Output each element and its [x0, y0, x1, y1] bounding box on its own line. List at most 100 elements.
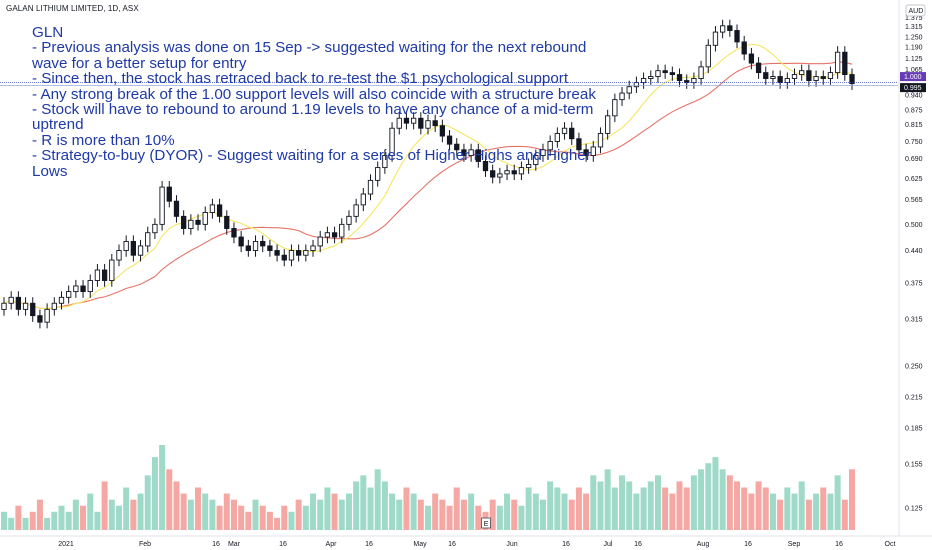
volume-bar [511, 499, 518, 530]
x-tick-label: Feb [139, 541, 151, 548]
candle [137, 239, 144, 262]
volume-bar [159, 445, 166, 530]
candle [116, 244, 122, 267]
x-tick-label: 16 [212, 541, 220, 548]
volume-bar [266, 511, 273, 530]
candle [655, 64, 661, 83]
candle [468, 143, 474, 162]
candle [849, 68, 855, 90]
candle [597, 127, 604, 154]
x-tick-label: Jul [604, 541, 613, 548]
x-tick-label: Aug [697, 541, 710, 548]
candle [446, 130, 453, 151]
volume-bar [345, 493, 352, 530]
volume-bar [417, 499, 424, 530]
candle [231, 222, 237, 244]
volume-bar [626, 481, 633, 530]
volume-bar [252, 499, 259, 530]
volume-bar [496, 505, 503, 530]
volume-bar [22, 517, 29, 530]
candle [755, 57, 762, 79]
volume-bar [619, 475, 626, 530]
candle [339, 218, 345, 244]
volume-bar [403, 487, 410, 530]
y-tick-label: 0.690 [905, 156, 923, 163]
volume-bar [460, 499, 467, 530]
candle [30, 297, 36, 322]
y-tick-label: 0.185 [905, 425, 923, 432]
candle [439, 119, 446, 143]
volume-bar [195, 487, 202, 530]
earnings-marker[interactable] [481, 517, 491, 529]
candle [727, 19, 733, 37]
volume-bar [683, 487, 690, 530]
y-tick-label: 0.940 [905, 93, 923, 100]
volume-bar [353, 481, 360, 530]
candle [101, 263, 108, 287]
ma-slow-line [3, 61, 853, 310]
volume-bar [51, 511, 58, 530]
volume-bar [302, 505, 309, 530]
volume-bar [274, 517, 281, 530]
candle [533, 149, 539, 171]
candle [195, 214, 201, 231]
volume-bar [259, 505, 266, 530]
volume-bar [432, 493, 439, 530]
volume-bar [575, 487, 582, 530]
candle [224, 210, 230, 235]
analysis-line: - R is more than 10% [32, 131, 175, 149]
candle [267, 239, 273, 257]
x-tick-label: Oct [885, 541, 896, 548]
volume-bar [583, 493, 590, 530]
analysis-line: - Any strong break of the 1.00 support l… [32, 85, 596, 103]
candle [317, 230, 323, 253]
y-tick-label: 0.155 [905, 461, 923, 468]
volume-bar [705, 463, 712, 530]
candle [842, 46, 848, 81]
candle [22, 297, 29, 316]
volume-bar [115, 505, 122, 530]
candle [216, 198, 223, 223]
volume-bar [101, 481, 108, 530]
candle [791, 68, 798, 85]
volume-bar [554, 487, 561, 530]
candle [518, 161, 525, 181]
candle [497, 167, 503, 184]
volume-bar [58, 505, 65, 530]
y-tick-label: 1.250 [905, 34, 923, 41]
candle [8, 291, 14, 310]
volume-bar [381, 481, 388, 530]
price-label: 1.000 [904, 74, 922, 81]
volume-bar [173, 481, 180, 530]
volume-bar [317, 499, 324, 530]
price-label-box [900, 72, 926, 82]
candle [274, 244, 280, 262]
x-tick-label: 16 [365, 541, 373, 548]
volume-bar [288, 511, 295, 530]
candle [188, 214, 194, 235]
volume-bar [80, 505, 87, 530]
candle [245, 239, 251, 257]
candle [561, 122, 568, 140]
currency-badge[interactable] [905, 4, 926, 17]
volume-bar [633, 493, 640, 530]
volume-bar [532, 493, 539, 530]
volume-bar [374, 469, 381, 530]
candle [260, 235, 266, 253]
candle [827, 66, 834, 85]
candle [554, 127, 561, 148]
candle [51, 297, 57, 316]
volume-bar [813, 493, 820, 530]
volume-bar [8, 517, 15, 530]
candle [396, 112, 402, 135]
candle [410, 112, 417, 130]
volume-bar [597, 481, 604, 530]
candle [238, 230, 244, 253]
volume-bar [166, 469, 173, 530]
candle [66, 285, 72, 304]
volume-bar [604, 469, 611, 530]
volume-bar [94, 511, 101, 530]
volume-bar [123, 487, 130, 530]
volume-bar [144, 475, 151, 530]
